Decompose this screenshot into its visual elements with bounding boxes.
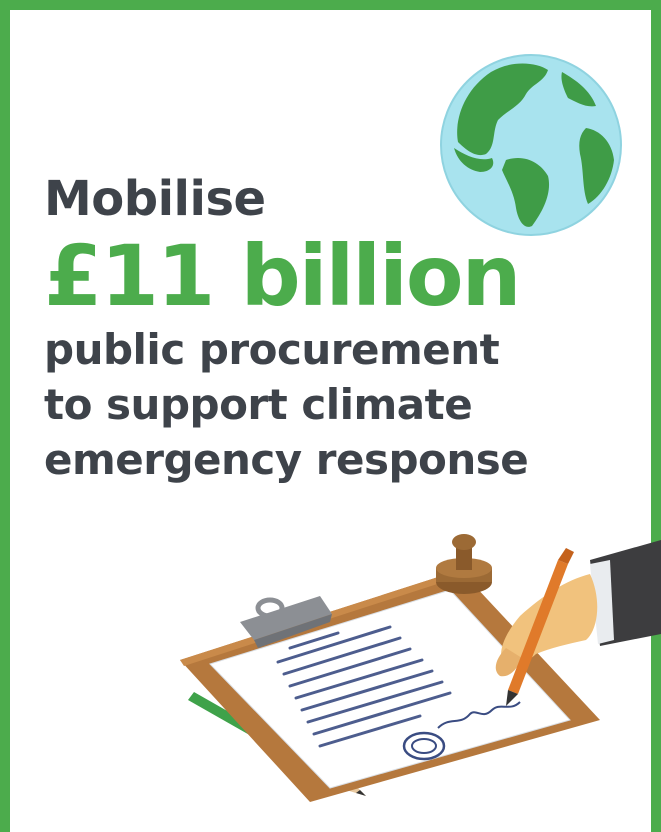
hand-icon (495, 540, 661, 677)
rubber-stamp-icon (436, 534, 492, 594)
headline-amount: £11 billion (44, 227, 521, 325)
headline-line-procurement: public procurement (44, 325, 500, 374)
clip-icon (240, 596, 332, 648)
pen-icon (506, 548, 574, 706)
headline-line-response: emergency response (44, 435, 529, 484)
headline-line-climate: to support climate (44, 380, 473, 429)
clipboard-icon (180, 570, 600, 802)
contract-signing-illustration (180, 534, 661, 802)
globe-icon (440, 54, 622, 236)
seal-icon (402, 731, 446, 761)
headline-mobilise: Mobilise (44, 171, 266, 227)
headline: Mobilise £11 billion public procurement … (44, 168, 529, 487)
